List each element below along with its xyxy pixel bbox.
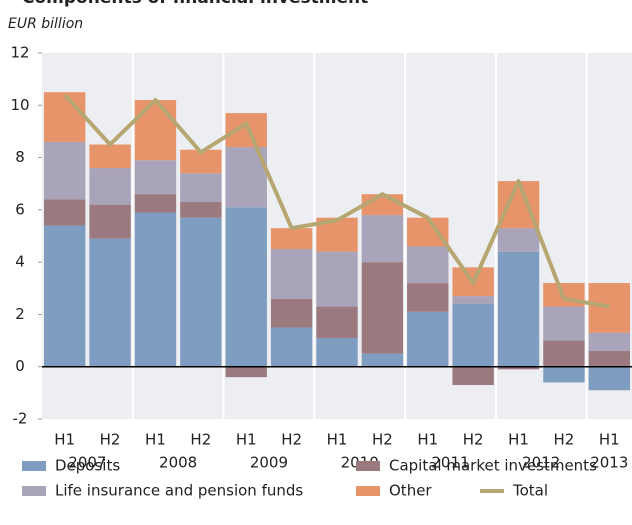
chart-subtitle: EUR billion xyxy=(8,16,83,32)
bar-segment xyxy=(44,92,86,142)
bar-segment xyxy=(134,212,177,367)
x-tick-label: H2 xyxy=(372,431,393,449)
chart-title: Components of financial investment xyxy=(22,0,368,8)
bar-segment xyxy=(497,366,540,370)
bar-segment xyxy=(134,100,177,161)
bar-segment xyxy=(180,173,222,203)
group-label: 2011 xyxy=(431,454,469,472)
y-tick-label: 0 xyxy=(15,357,25,375)
bar-segment xyxy=(588,283,630,333)
group-label: 2008 xyxy=(159,454,197,472)
legend-swatch xyxy=(356,486,380,496)
group-label: 2007 xyxy=(68,454,106,472)
x-tick-label: H1 xyxy=(236,431,257,449)
bar-segment xyxy=(270,249,313,299)
group-label: 2009 xyxy=(250,454,288,472)
bar-segment xyxy=(588,332,630,352)
y-tick-label: 4 xyxy=(15,253,25,271)
bar-segment xyxy=(44,225,86,367)
x-tick-label: H2 xyxy=(554,431,575,449)
legend-label: Total xyxy=(512,482,548,500)
y-tick-label: -2 xyxy=(13,410,28,428)
bar-segment xyxy=(407,311,449,367)
bar-segment xyxy=(543,306,585,341)
bar-segment xyxy=(134,194,177,213)
x-tick-label: H1 xyxy=(417,431,438,449)
x-tick-label: H2 xyxy=(463,431,484,449)
group-label: 2012 xyxy=(522,454,560,472)
bar-segment xyxy=(543,366,585,383)
legend-swatch xyxy=(356,461,380,471)
bar-segment xyxy=(180,217,222,367)
bar-segment xyxy=(89,168,131,205)
bar-segment xyxy=(44,199,86,226)
bar-segment xyxy=(225,207,267,367)
x-tick-label: H1 xyxy=(508,431,529,449)
legend-label: Deposits xyxy=(55,457,120,475)
bar-segment xyxy=(407,283,449,312)
bar-segment xyxy=(316,337,358,367)
bar-segment xyxy=(270,298,313,328)
bar-segment xyxy=(316,251,358,307)
bar-segment xyxy=(497,228,540,252)
bar-segment xyxy=(407,246,449,284)
x-tick-label: H1 xyxy=(145,431,166,449)
bar-segment xyxy=(361,215,404,263)
y-tick-label: 10 xyxy=(10,96,29,114)
x-tick-label: H1 xyxy=(54,431,75,449)
total-line xyxy=(63,93,610,309)
y-tick-label: 8 xyxy=(15,148,25,166)
bar-segment xyxy=(452,366,494,386)
legend-label: Capital market investments xyxy=(389,457,597,475)
bar-segment xyxy=(180,149,222,174)
bar-segment xyxy=(270,228,313,250)
bar-segment xyxy=(89,238,131,367)
group-label: 2013 xyxy=(590,454,628,472)
bar-segment xyxy=(134,160,177,195)
x-tick-label: H2 xyxy=(100,431,121,449)
y-tick-label: 2 xyxy=(15,305,25,323)
bar-segment xyxy=(44,141,86,200)
legend-label: Other xyxy=(389,482,432,500)
bar-segment xyxy=(225,113,267,148)
bar-segment xyxy=(316,306,358,338)
bar-segment xyxy=(588,351,630,367)
x-tick-label: H2 xyxy=(190,431,211,449)
bar-segment xyxy=(270,327,313,367)
x-tick-label: H1 xyxy=(599,431,620,449)
bar-segment xyxy=(452,296,494,304)
bar-segment xyxy=(452,303,494,367)
legend-swatch xyxy=(22,486,46,496)
bar-segment xyxy=(89,204,131,239)
legend-label: Life insurance and pension funds xyxy=(55,482,303,500)
x-tick-label: H1 xyxy=(327,431,348,449)
legend-swatch xyxy=(22,461,46,471)
bar-segment xyxy=(361,262,404,354)
x-tick-label: H2 xyxy=(281,431,302,449)
bar-segment xyxy=(180,202,222,218)
y-tick-label: 6 xyxy=(15,200,25,218)
y-tick-label: 12 xyxy=(10,44,29,62)
bar-segment xyxy=(89,144,131,169)
bar-segment xyxy=(225,366,267,378)
bar-segment xyxy=(588,366,630,391)
bar-segment xyxy=(543,340,585,367)
bar-segment xyxy=(407,217,449,247)
bar-segment xyxy=(361,353,404,367)
bar-segment xyxy=(497,251,540,367)
